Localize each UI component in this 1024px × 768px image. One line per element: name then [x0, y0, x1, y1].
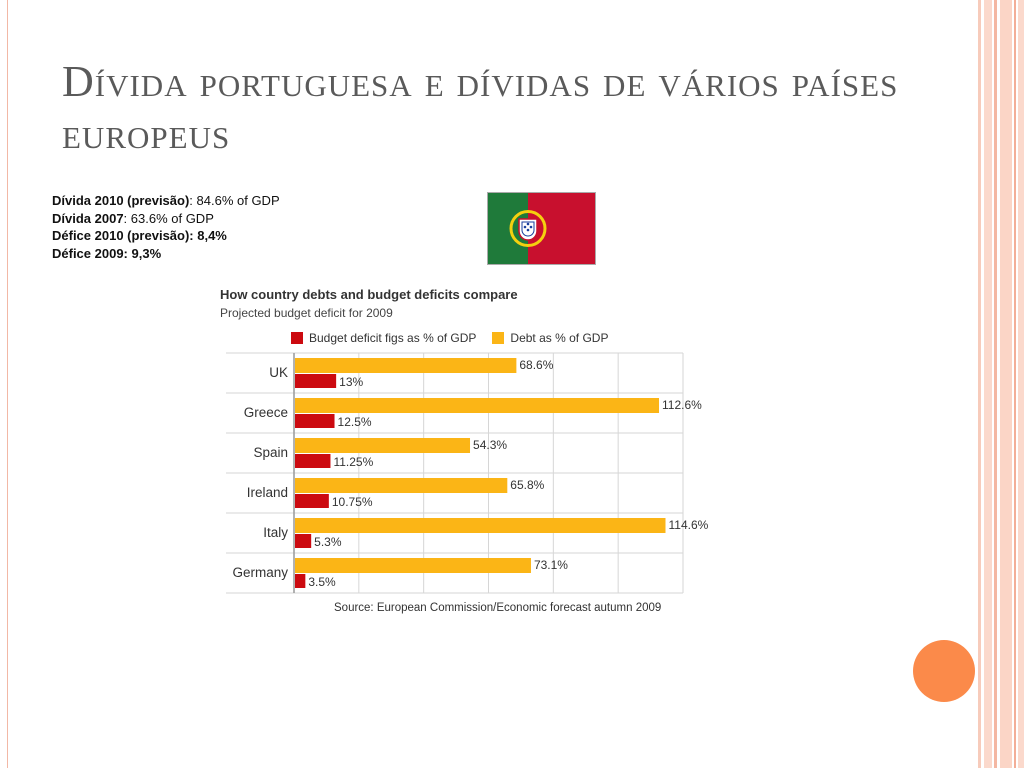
bar-debt	[295, 558, 531, 573]
bar-debt	[295, 478, 508, 493]
fact-row: Défice 2009: 9,3%	[52, 245, 280, 263]
chart-source: Source: European Commission/Economic for…	[334, 602, 662, 614]
fact-row: Dívida 2010 (previsão): 84.6% of GDP	[52, 192, 280, 210]
left-frame-line	[7, 0, 8, 768]
data-label-deficit: 5.3%	[314, 535, 342, 549]
data-label-debt: 73.1%	[534, 558, 568, 572]
decorative-stripes	[978, 0, 1024, 768]
slide-title: Dívida portuguesa e dívidas de vários pa…	[62, 57, 899, 158]
legend-item-deficit: Budget deficit figs as % of GDP	[291, 331, 476, 345]
bar-deficit	[295, 574, 306, 588]
chart-title: How country debts and budget deficits co…	[220, 287, 518, 302]
chart-plot-area: UK 68.6% 13% Greece 112.6% 12.5% Spain 54.3% 11.…	[226, 352, 709, 594]
portugal-flag-icon	[487, 192, 596, 265]
fact-row: Défice 2010 (previsão): 8,4%	[52, 227, 280, 245]
debt-deficit-chart: How country debts and budget deficits co…	[218, 283, 738, 623]
decorative-orange-dot	[913, 640, 975, 702]
category-label: UK	[269, 365, 288, 380]
fact-value: : 84.6% of GDP	[189, 193, 280, 208]
category-label: Spain	[253, 445, 288, 460]
fact-label: Dívida 2007	[52, 210, 124, 226]
bar-deficit	[295, 494, 329, 508]
category-label: Greece	[244, 405, 288, 420]
data-label-debt: 68.6%	[519, 358, 553, 372]
data-label-deficit: 10.75%	[332, 495, 373, 509]
category-label: Ireland	[247, 485, 288, 500]
legend-item-debt: Debt as % of GDP	[492, 331, 608, 345]
data-label-deficit: 11.25%	[333, 455, 373, 469]
legend-label: Debt as % of GDP	[510, 331, 609, 345]
data-label-debt: 112.6%	[662, 398, 702, 412]
category-label: Germany	[232, 565, 288, 580]
legend-label: Budget deficit figs as % of GDP	[309, 331, 477, 345]
legend-swatch-debt	[492, 332, 505, 344]
fact-value: : 63.6% of GDP	[123, 210, 214, 226]
bar-deficit	[295, 534, 312, 548]
data-label-deficit: 12.5%	[338, 415, 372, 429]
bar-debt	[295, 438, 471, 453]
bar-debt	[295, 398, 660, 413]
fact-label: Dívida 2010 (previsão)	[52, 193, 190, 208]
bar-deficit	[295, 374, 337, 388]
fact-label: Défice 2010 (previsão): 8,4%	[52, 228, 227, 243]
bar-debt	[295, 358, 517, 373]
category-label: Italy	[263, 525, 288, 540]
facts-list: Dívida 2010 (previsão): 84.6% of GDP Dív…	[52, 192, 280, 262]
chart-subtitle: Projected budget deficit for 2009	[220, 306, 393, 320]
fact-row: Dívida 2007: 63.6% of GDP	[52, 210, 280, 228]
data-label-debt: 65.8%	[510, 478, 544, 492]
data-label-debt: 114.6%	[668, 518, 708, 532]
bar-deficit	[295, 454, 331, 468]
fact-label: Défice 2009: 9,3%	[52, 245, 162, 261]
data-label-deficit: 13%	[339, 375, 363, 389]
bar-deficit	[295, 414, 335, 428]
bar-debt	[295, 518, 666, 533]
data-label-debt: 54.3%	[473, 438, 507, 452]
chart-legend: Budget deficit figs as % of GDP Debt as …	[291, 331, 624, 345]
data-label-deficit: 3.5%	[308, 575, 336, 589]
legend-swatch-deficit	[291, 332, 303, 344]
